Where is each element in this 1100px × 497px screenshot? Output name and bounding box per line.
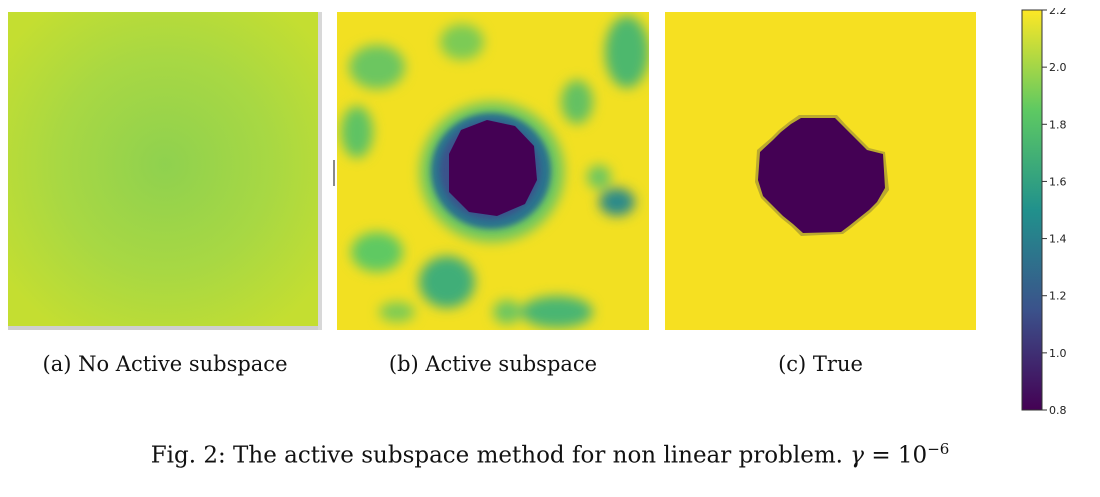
gamma-symbol: γ [850, 442, 865, 469]
colorbar-tick-label: 1.6 [1049, 175, 1067, 188]
caption-active-subspace: (b) Active subspace [388, 352, 598, 376]
speckle-regions [341, 16, 649, 328]
colorbar-tick-label: 2.2 [1049, 8, 1067, 17]
figure-caption: Fig. 2: The active subspace method for n… [0, 440, 1100, 469]
colorbar-tick-label: 1.4 [1049, 233, 1067, 246]
colorbar-tick-label: 2.0 [1049, 61, 1067, 74]
caption-true: (c) True [778, 352, 863, 376]
panel-separator-mark [333, 160, 335, 186]
panel-true [665, 12, 976, 330]
figure-caption-text: Fig. 2: The active subspace method for n… [150, 442, 843, 469]
field-image-true [665, 12, 976, 330]
colorbar-tick-label: 0.8 [1049, 404, 1067, 417]
inclusion-estimate [420, 102, 564, 242]
panel-active-subspace [337, 12, 649, 330]
colorbar: 2.2 2.0 1.8 1.6 1.4 1.2 1.0 0.8 [1021, 8, 1067, 417]
caption-no-active-subspace: (a) No Active subspace [42, 352, 288, 376]
colorbar-tick-label: 1.0 [1049, 347, 1067, 360]
colorbar-tick-label: 1.8 [1049, 118, 1067, 131]
true-inclusion [755, 115, 889, 236]
field-image-active-subspace [337, 12, 649, 330]
colorbar-gradient [1021, 9, 1043, 411]
colorbar-ticks: 2.2 2.0 1.8 1.6 1.4 1.2 1.0 0.8 [1042, 8, 1067, 417]
field-image-no-active-subspace [8, 12, 322, 330]
gamma-equals: = 10 [871, 442, 928, 469]
colorbar-tick-label: 1.2 [1049, 290, 1067, 303]
gamma-exponent: −6 [927, 440, 950, 458]
panel-no-active-subspace [8, 12, 322, 330]
